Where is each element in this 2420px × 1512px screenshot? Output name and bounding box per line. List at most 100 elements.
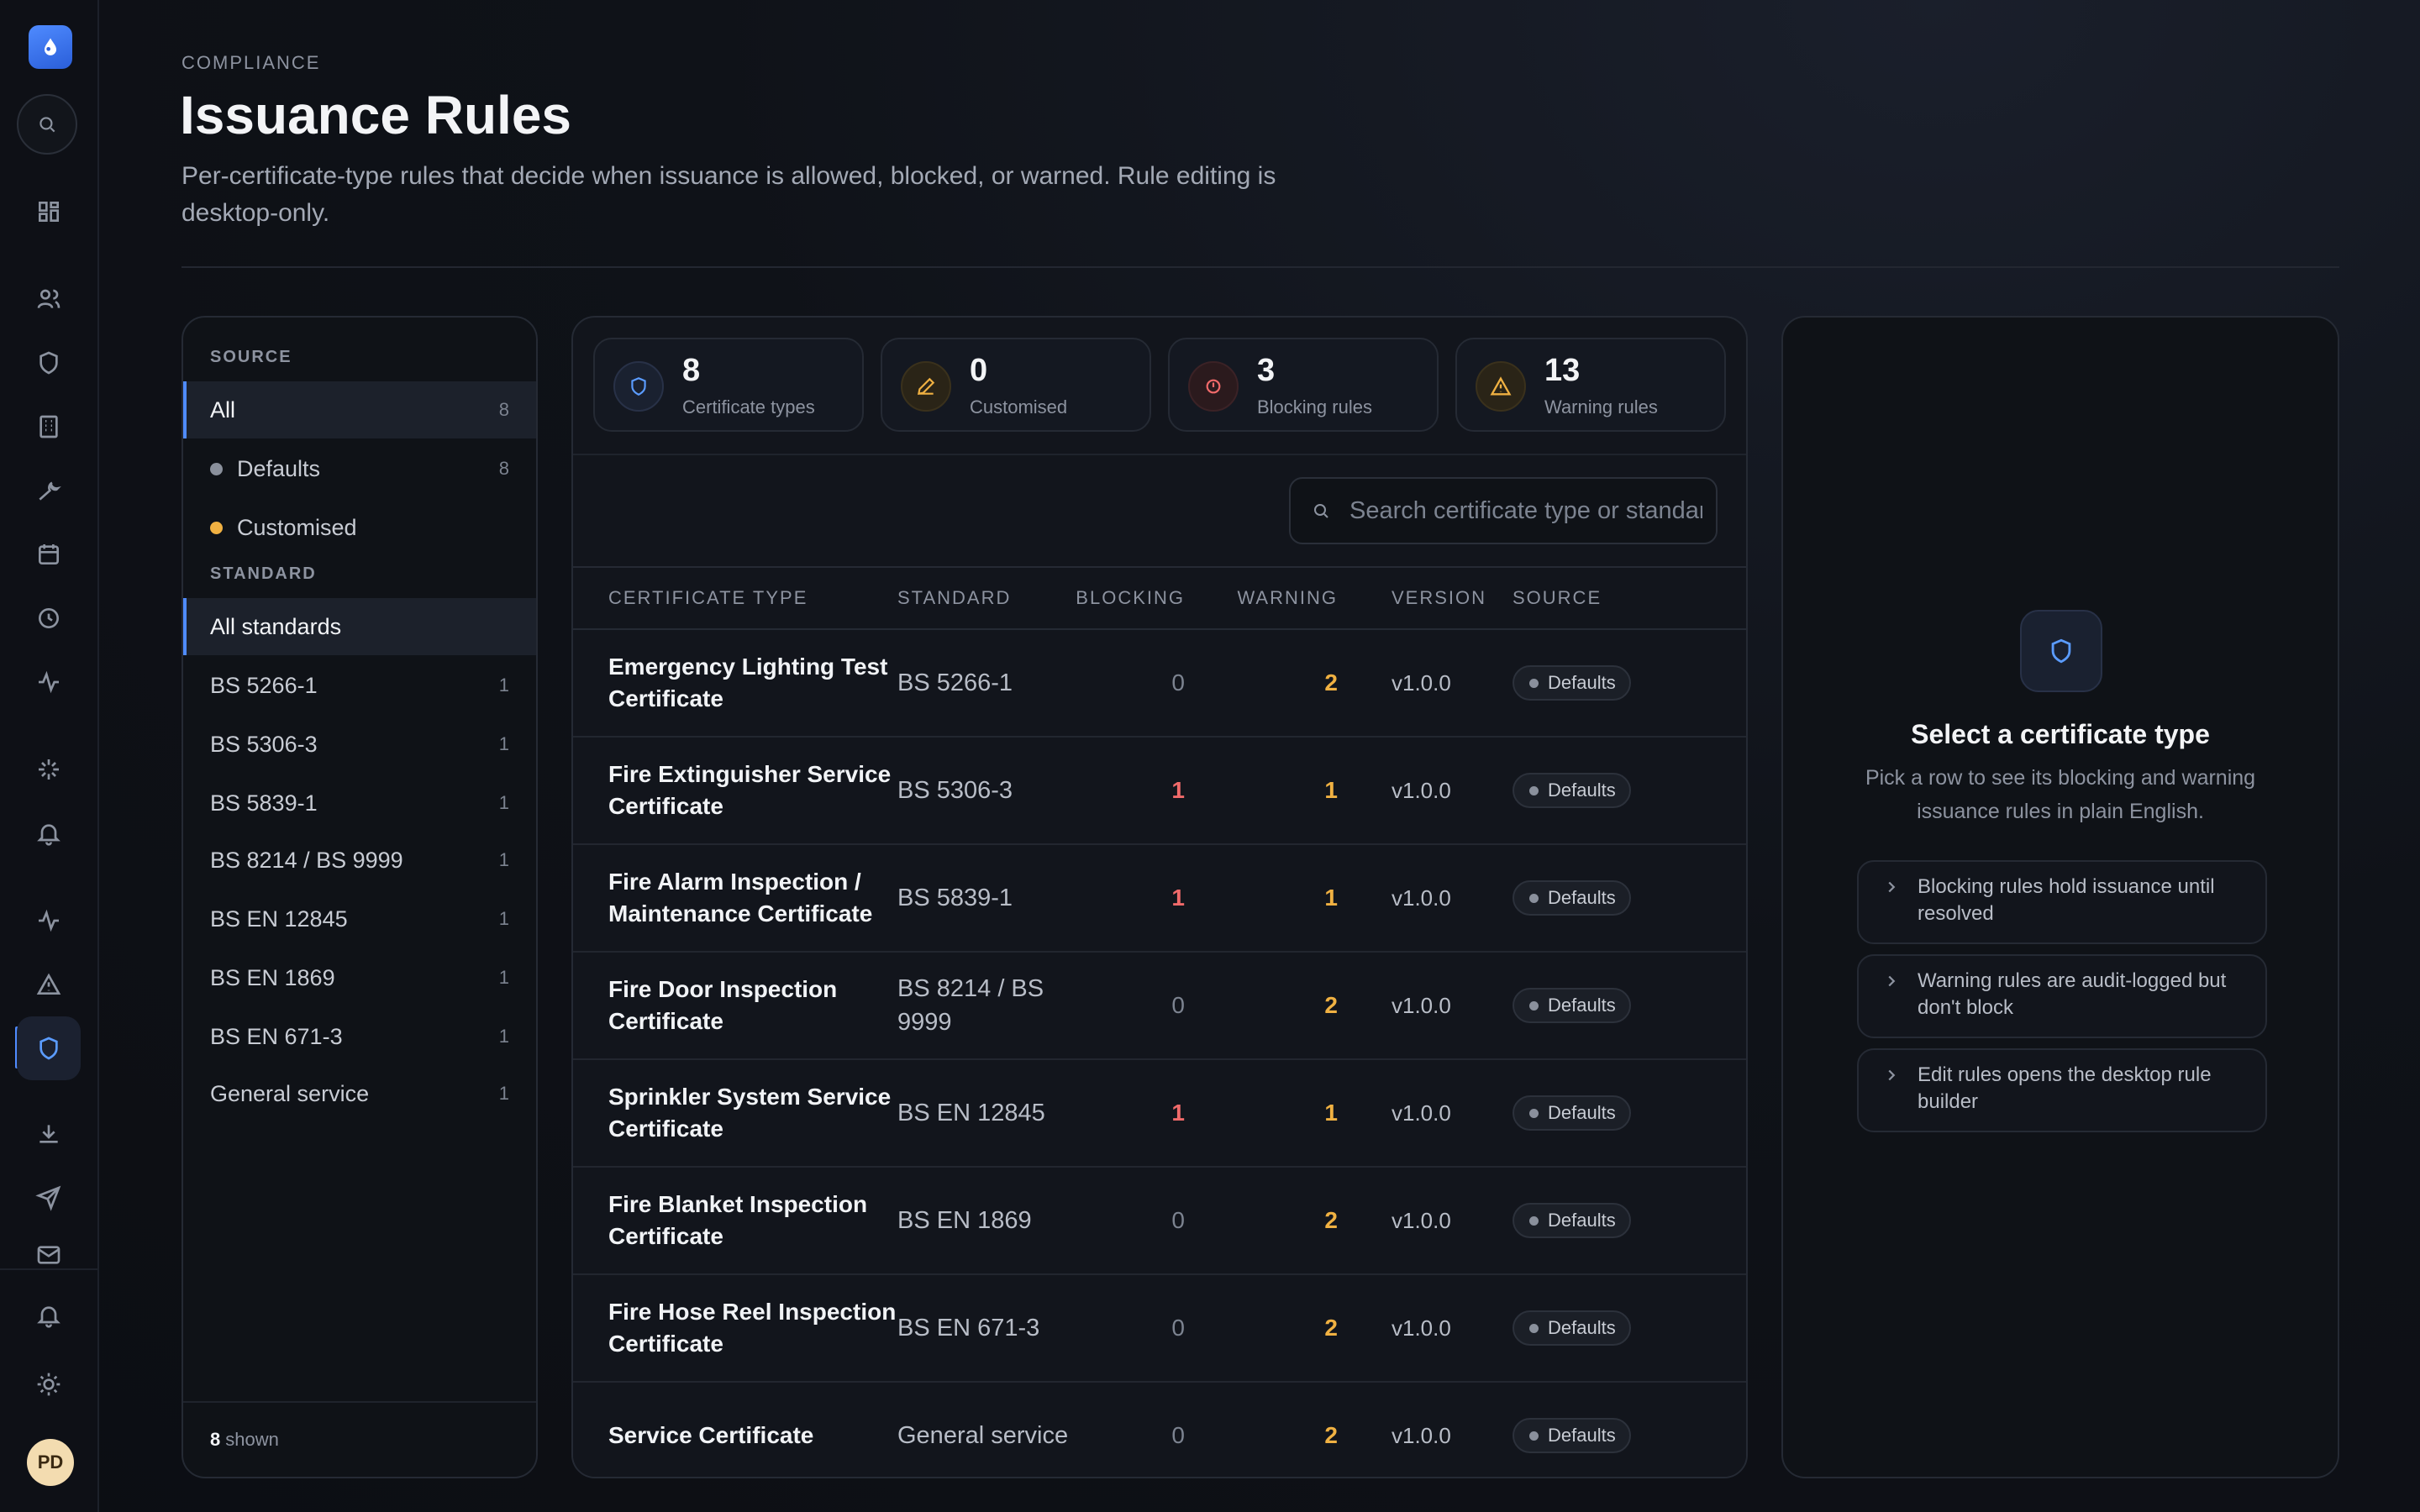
badge-dot <box>1529 1431 1539 1441</box>
theme-toggle[interactable] <box>29 1364 69 1404</box>
nav-rail: PD <box>0 0 99 1512</box>
table-header: CERTIFICATE TYPE STANDARD BLOCKING WARNI… <box>573 568 1746 630</box>
nav-mail[interactable] <box>29 1242 69 1268</box>
cell-version: v1.0.0 <box>1392 1100 1451 1126</box>
badge-dot <box>1529 1108 1539 1118</box>
nav-shield[interactable] <box>29 343 69 383</box>
filter-source-customised[interactable]: Customised <box>183 499 536 556</box>
filter-source-all[interactable]: All 8 <box>183 381 536 438</box>
cell-certificate-type: Fire Door Inspection Certificate <box>608 976 838 1034</box>
cell-warning: 2 <box>1324 992 1338 1018</box>
stat-warning-rules: 13 Warning rules <box>1455 338 1726 432</box>
table-row[interactable]: Fire Alarm Inspection / Maintenance Cert… <box>573 845 1746 953</box>
table-row[interactable]: Fire Extinguisher Service Certificate BS … <box>573 738 1746 845</box>
cell-source: Defaults <box>1482 1310 1634 1346</box>
filter-standard-item[interactable]: BS 5306-3 1 <box>183 716 536 773</box>
filter-standard-all[interactable]: All standards <box>183 598 536 655</box>
nav-history[interactable] <box>29 598 69 638</box>
filter-label: BS 5306-3 <box>210 731 318 757</box>
filter-source-defaults[interactable]: Defaults 8 <box>183 440 536 497</box>
cell-version: v1.0.0 <box>1392 669 1451 696</box>
nav-tools[interactable] <box>29 470 69 511</box>
footer-notifications[interactable] <box>29 1295 69 1336</box>
col-version[interactable]: VERSION <box>1392 587 1487 608</box>
filter-standard-item[interactable]: BS 8214 / BS 9999 1 <box>183 832 536 889</box>
bell-icon <box>37 824 60 846</box>
nav-dashboard[interactable] <box>29 192 69 232</box>
filter-label: Customised <box>237 514 357 540</box>
cell-version: v1.0.0 <box>1392 1422 1451 1448</box>
detail-title: Select a certificate type <box>1911 719 2210 749</box>
filter-count: 1 <box>498 675 509 696</box>
nav-sparkle[interactable] <box>29 749 69 790</box>
cell-certificate-type: Fire Blanket Inspection Certificate <box>608 1191 868 1249</box>
filter-label: General service <box>210 1080 370 1106</box>
table-row[interactable]: Emergency Lighting Test Certificate BS 52… <box>573 630 1746 738</box>
calendar-icon <box>39 544 59 564</box>
cell-warning: 1 <box>1324 777 1338 803</box>
cell-blocking: 1 <box>1171 885 1185 911</box>
cell-certificate-type: Emergency Lighting Test Certificate <box>608 654 888 711</box>
table-row[interactable]: Fire Door Inspection Certificate BS 8214 … <box>573 953 1746 1060</box>
table-row[interactable]: Fire Blanket Inspection Certificate BS EN… <box>573 1168 1746 1275</box>
chevron-right-icon <box>1882 971 1901 990</box>
col-source[interactable]: SOURCE <box>1512 587 1602 608</box>
send-icon <box>35 1185 61 1211</box>
badge-label: Defaults <box>1548 1210 1616 1231</box>
nav-calendar[interactable] <box>29 534 69 575</box>
badge-dot <box>1529 785 1539 795</box>
filter-standard-item[interactable]: BS EN 671-3 1 <box>183 1008 536 1065</box>
filter-standard-item[interactable]: BS EN 12845 1 <box>183 890 536 948</box>
block-icon <box>1206 379 1221 394</box>
search-input[interactable] <box>1349 496 1702 525</box>
stat-icon-wrap <box>901 361 951 412</box>
col-certificate-type[interactable]: CERTIFICATE TYPE <box>608 587 808 608</box>
cell-source: Defaults <box>1482 665 1634 701</box>
rail-divider <box>0 1268 99 1270</box>
cell-version: v1.0.0 <box>1392 777 1451 803</box>
stat-value: 13 <box>1544 353 1581 388</box>
rail-search-button[interactable] <box>17 94 77 155</box>
hint-warning[interactable]: Warning rules are audit-logged but don't… <box>1857 954 2267 1038</box>
filter-label: BS EN 1869 <box>210 964 335 990</box>
activity-icon <box>39 670 59 694</box>
certificate-search[interactable] <box>1289 477 1718 544</box>
cell-standard: BS EN 671-3 <box>897 1315 1040 1341</box>
nav-alerts[interactable] <box>29 964 69 1005</box>
col-blocking[interactable]: BLOCKING <box>1076 587 1185 608</box>
table-row[interactable]: Sprinkler System Service Certificate BS E… <box>573 1060 1746 1168</box>
badge-dot <box>1529 1000 1539 1011</box>
nav-people[interactable] <box>29 279 69 319</box>
cell-certificate-type: Fire Alarm Inspection / Maintenance Cert… <box>608 869 873 927</box>
source-section-label: SOURCE <box>210 348 292 366</box>
hint-text: Warning rules are audit-logged but don't… <box>1918 969 2227 1019</box>
nav-buildings[interactable] <box>29 407 69 447</box>
nav-download[interactable] <box>29 1114 69 1154</box>
source-badge: Defaults <box>1512 1418 1631 1453</box>
nav-send[interactable] <box>29 1178 69 1218</box>
nav-activity[interactable] <box>29 662 69 702</box>
nav-issuance-rules[interactable] <box>17 1016 81 1080</box>
filter-panel: SOURCE All 8 Defaults 8 Customised STAND… <box>182 316 538 1478</box>
filter-label: Defaults <box>237 455 321 481</box>
table-row[interactable]: Service Certificate General service 0 2 v1.0… <box>573 1383 1746 1477</box>
col-warning[interactable]: WARNING <box>1237 587 1338 608</box>
col-standard[interactable]: STANDARD <box>897 587 1012 608</box>
filter-standard-item[interactable]: BS 5266-1 1 <box>183 657 536 714</box>
app-logo[interactable] <box>29 25 72 69</box>
hint-edit[interactable]: Edit rules opens the desktop rule builde… <box>1857 1048 2267 1132</box>
shield-icon <box>39 351 58 375</box>
filter-count: 1 <box>498 792 509 813</box>
hint-blocking[interactable]: Blocking rules hold issuance until resol… <box>1857 860 2267 944</box>
filter-standard-item[interactable]: BS 5839-1 1 <box>183 774 536 832</box>
cell-warning: 2 <box>1324 669 1338 696</box>
cell-warning: 1 <box>1324 885 1338 911</box>
cell-standard: BS EN 12845 <box>897 1100 1045 1126</box>
nav-pulse[interactable] <box>29 900 69 941</box>
filter-standard-item[interactable]: General service 1 <box>183 1065 536 1122</box>
cell-standard: BS EN 1869 <box>897 1207 1032 1234</box>
nav-notifications[interactable] <box>29 813 69 853</box>
table-row[interactable]: Fire Hose Reel Inspection Certificate BS … <box>573 1275 1746 1383</box>
filter-standard-item[interactable]: BS EN 1869 1 <box>183 949 536 1006</box>
avatar[interactable]: PD <box>27 1439 74 1486</box>
